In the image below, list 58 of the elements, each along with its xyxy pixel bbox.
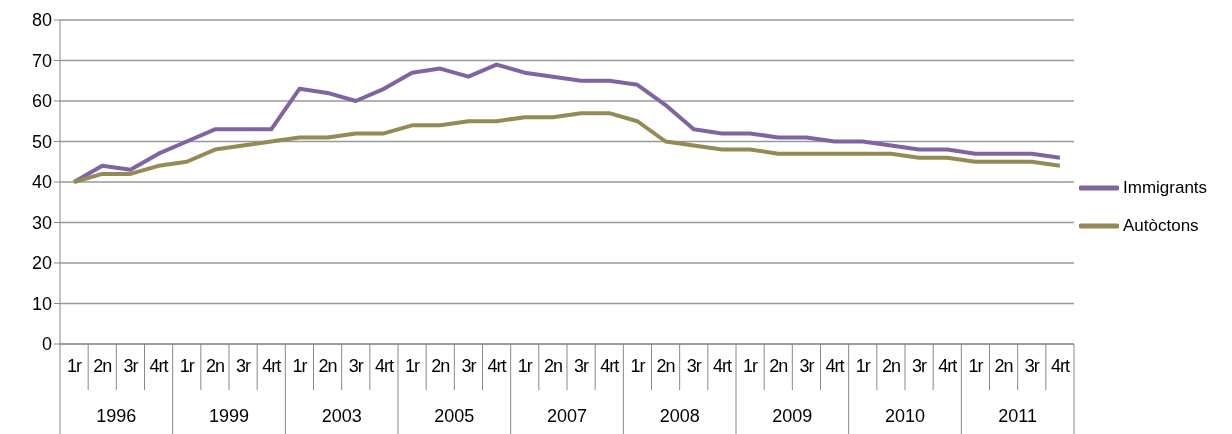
x-tick-label: 2n	[769, 356, 788, 376]
x-tick-label: 3r	[348, 356, 364, 376]
x-tick-label: 4rt	[600, 356, 620, 376]
legend-label: Autòctons	[1123, 216, 1199, 236]
x-tick-label: 2n	[318, 356, 337, 376]
text: 2008	[659, 406, 700, 426]
text: 1999	[208, 406, 250, 426]
x-tick-label: 3r	[123, 356, 139, 376]
y-tick-label: 40	[31, 172, 52, 193]
text: 2003	[321, 406, 362, 426]
text: 1996	[96, 406, 137, 426]
y-tick-label: 10	[31, 293, 52, 314]
line-series	[72, 111, 1062, 184]
x-tick-label: 1r	[67, 356, 83, 376]
x-tick-label: 2n	[656, 356, 675, 376]
x-tick-label: 2n	[543, 356, 562, 376]
x-tick-label: 2n	[205, 356, 224, 376]
text: 2009	[772, 406, 813, 426]
y-tick-label: 30	[31, 212, 52, 233]
x-tick-label: 4rt	[712, 356, 732, 376]
y-tick-label: 80	[31, 10, 52, 31]
x-tick-label: 1r	[405, 356, 421, 376]
x-tick-label: 4rt	[1050, 356, 1070, 376]
x-tick-label: 1r	[630, 356, 646, 376]
y-tick-label: 50	[31, 131, 52, 152]
x-tick-label: 3r	[236, 356, 252, 376]
text: 2007	[546, 406, 588, 426]
x-tick-label: 1r	[855, 356, 871, 376]
x-tick-label: 4rt	[487, 356, 507, 376]
x-tick-label: 3r	[1024, 356, 1040, 376]
x-tick-label: 3r	[461, 356, 477, 376]
x-tick-label: 1r	[517, 356, 533, 376]
x-tick-label: 2n	[93, 356, 112, 376]
x-tick-label: 3r	[574, 356, 590, 376]
text: 2005	[434, 406, 475, 426]
x-tick-label: 4rt	[374, 356, 394, 376]
line-series	[72, 62, 1062, 184]
x-tick-label: 3r	[799, 356, 815, 376]
x-tick-label: 4rt	[262, 356, 282, 376]
text: 2011	[998, 406, 1038, 426]
y-tick-label: 20	[31, 253, 52, 274]
y-tick-label: 70	[31, 50, 52, 71]
x-tick-label: 1r	[968, 356, 984, 376]
x-tick-label: 2n	[994, 356, 1013, 376]
y-tick-label: 0	[41, 334, 52, 355]
x-tick-label: 2n	[881, 356, 900, 376]
x-tick-label: 4rt	[938, 356, 958, 376]
legend-label: Immigrants	[1123, 178, 1208, 198]
x-tick-label: 4rt	[149, 356, 169, 376]
x-tick-label: 3r	[912, 356, 928, 376]
x-tick-label: 2n	[431, 356, 450, 376]
x-tick-label: 3r	[686, 356, 702, 376]
x-tick-label: 1r	[179, 356, 195, 376]
text: 2010	[884, 406, 926, 426]
x-tick-label: 4rt	[825, 356, 845, 376]
x-tick-label: 1r	[292, 356, 308, 376]
x-tick-label: 1r	[743, 356, 759, 376]
y-tick-label: 60	[31, 91, 52, 112]
